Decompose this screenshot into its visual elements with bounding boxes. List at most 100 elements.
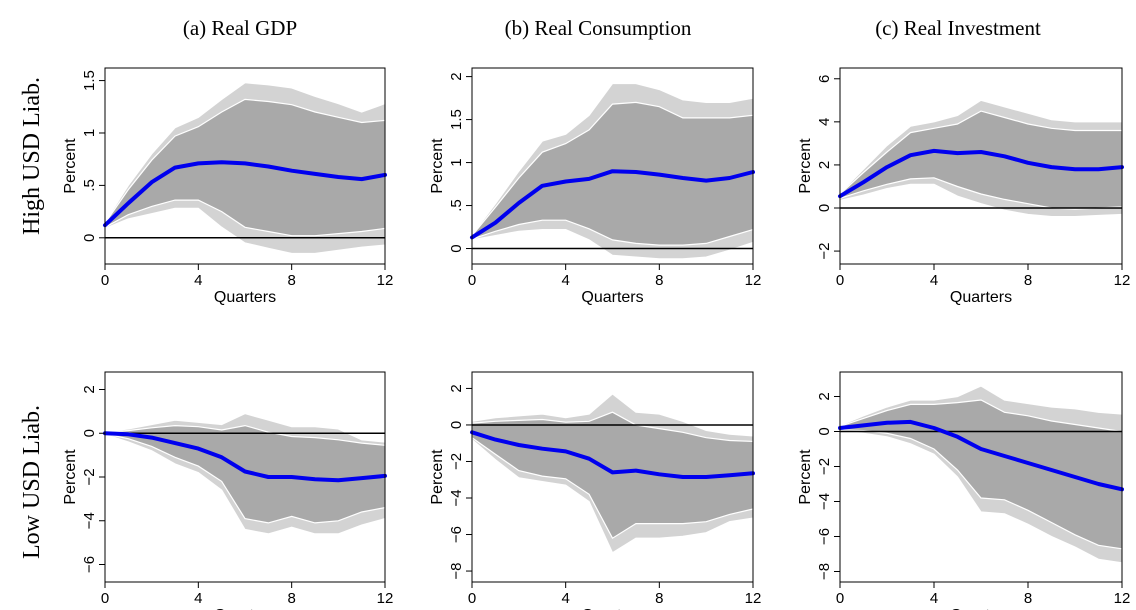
outer-band-lower-edge xyxy=(839,183,1123,218)
y-tick-label: 2 xyxy=(448,384,465,392)
outer-band-lower-edge xyxy=(839,430,1123,564)
panel-low-cons: 0 4 8 12 −8 −6 −4 −2 0 2 Quarters Percent xyxy=(429,371,762,610)
x-axis-title: Quarters xyxy=(214,289,276,306)
x-axis-title: Quarters xyxy=(581,607,643,610)
row-label-high-usd-liab: High USD Liab. xyxy=(19,77,45,235)
x-tick-label: 8 xyxy=(655,590,663,607)
column-title-real-gdp: (a) Real GDP xyxy=(183,16,297,40)
x-tick-label: 0 xyxy=(468,272,476,289)
outer-band-upper-edge xyxy=(839,385,1123,426)
inner-confidence-band xyxy=(104,424,386,524)
plot-frame xyxy=(839,371,1123,583)
outer-band-upper-edge xyxy=(104,82,386,223)
x-tick-label: 0 xyxy=(836,590,844,607)
y-tick-label: −2 xyxy=(816,243,833,260)
outer-band-upper-edge xyxy=(471,393,754,437)
y-tick-label: −4 xyxy=(81,512,98,529)
outer-band-lower-edge xyxy=(471,439,754,554)
outer-band-lower-edge xyxy=(471,229,754,260)
outer-band-upper-edge xyxy=(471,82,754,236)
y-tick-label: 6 xyxy=(816,75,833,83)
y-tick-label: 0 xyxy=(81,234,98,242)
x-tick-label: 12 xyxy=(745,590,762,607)
x-tick-label: 12 xyxy=(377,272,394,289)
plot-frame xyxy=(471,371,754,583)
y-tick-label: 2 xyxy=(448,72,465,80)
y-tick-label: 0 xyxy=(448,421,465,429)
panel-grid: 0 4 8 12 0 .5 1 1.5 Quarters Percent 0 4 8 12 0 .5 1 1.5 2… xyxy=(62,67,1131,610)
y-tick-label: 2 xyxy=(816,161,833,169)
y-tick-label: −8 xyxy=(448,562,465,579)
y-tick-label: 2 xyxy=(81,385,98,393)
point-estimate-line xyxy=(103,160,387,228)
panel-high-cons: 0 4 8 12 0 .5 1 1.5 2 Quarters Percent xyxy=(429,67,761,306)
y-tick-label: 1.5 xyxy=(81,70,98,91)
x-axis-title: Quarters xyxy=(950,289,1012,306)
point-estimate-line xyxy=(103,431,387,483)
y-axis-title: Percent xyxy=(62,449,79,505)
column-title-real-consumption: (b) Real Consumption xyxy=(505,16,692,40)
y-tick-label: 1 xyxy=(448,158,465,166)
y-tick-label: .5 xyxy=(81,179,98,192)
row-label-low-usd-liab: Low USD Liab. xyxy=(19,405,45,559)
panel-high-gdp: 0 4 8 12 0 .5 1 1.5 Quarters Percent xyxy=(62,67,394,306)
panel-low-gdp: 0 4 8 12 −6 −4 −2 0 2 Quarters Percent xyxy=(62,371,394,610)
y-axis-title: Percent xyxy=(62,138,79,194)
y-tick-label: −8 xyxy=(816,563,833,580)
outer-band-lower-edge xyxy=(104,433,386,535)
y-tick-label: 0 xyxy=(448,244,465,252)
y-tick-label: 4 xyxy=(816,118,833,126)
x-tick-label: 0 xyxy=(468,590,476,607)
y-tick-label: 0 xyxy=(816,204,833,212)
y-axis-title: Percent xyxy=(797,449,814,505)
x-tick-label: 12 xyxy=(377,590,394,607)
y-tick-label: 1 xyxy=(81,129,98,137)
y-tick-label: 0 xyxy=(816,427,833,435)
outer-band-lower-edge xyxy=(104,207,386,255)
y-tick-label: −4 xyxy=(816,493,833,510)
plot-frame xyxy=(471,67,754,265)
x-tick-label: 8 xyxy=(287,590,295,607)
y-axis-title: Percent xyxy=(429,138,446,194)
y-tick-label: −2 xyxy=(816,458,833,475)
x-tick-label: 4 xyxy=(930,590,938,607)
x-tick-label: 8 xyxy=(287,272,295,289)
x-tick-label: 0 xyxy=(101,272,109,289)
panel-low-inv: 0 4 8 12 −8 −6 −4 −2 0 2 Quarters Percent xyxy=(797,371,1131,610)
x-tick-label: 12 xyxy=(1114,590,1131,607)
x-tick-label: 12 xyxy=(1114,272,1131,289)
y-axis-title: Percent xyxy=(797,138,814,194)
y-tick-label: −6 xyxy=(448,526,465,543)
x-tick-label: 8 xyxy=(655,272,663,289)
y-axis-title: Percent xyxy=(429,449,446,505)
x-tick-label: 0 xyxy=(101,590,109,607)
x-tick-label: 4 xyxy=(194,272,202,289)
x-axis-title: Quarters xyxy=(214,607,276,610)
x-tick-label: 8 xyxy=(1024,590,1032,607)
point-estimate-line xyxy=(838,148,1124,199)
y-tick-label: −6 xyxy=(816,528,833,545)
x-tick-label: 0 xyxy=(836,272,844,289)
plot-frame xyxy=(104,67,386,265)
x-axis-title: Quarters xyxy=(950,607,1012,610)
y-tick-label: −2 xyxy=(448,453,465,470)
y-tick-label: .5 xyxy=(448,199,465,212)
y-tick-label: −4 xyxy=(448,489,465,506)
inner-confidence-band xyxy=(471,101,754,246)
x-axis-title: Quarters xyxy=(581,289,643,306)
point-estimate-line xyxy=(838,419,1124,492)
outer-band-upper-edge xyxy=(104,412,386,443)
point-estimate-line xyxy=(470,169,755,240)
y-tick-label: −2 xyxy=(81,468,98,485)
x-tick-label: 8 xyxy=(1024,272,1032,289)
x-tick-label: 4 xyxy=(930,272,938,289)
point-estimate-line xyxy=(470,430,755,479)
y-tick-label: 1.5 xyxy=(448,109,465,130)
y-tick-label: 2 xyxy=(816,392,833,400)
x-tick-label: 4 xyxy=(194,590,202,607)
y-tick-label: 0 xyxy=(81,429,98,437)
column-title-real-investment: (c) Real Investment xyxy=(875,16,1041,40)
y-tick-label: −6 xyxy=(81,556,98,573)
